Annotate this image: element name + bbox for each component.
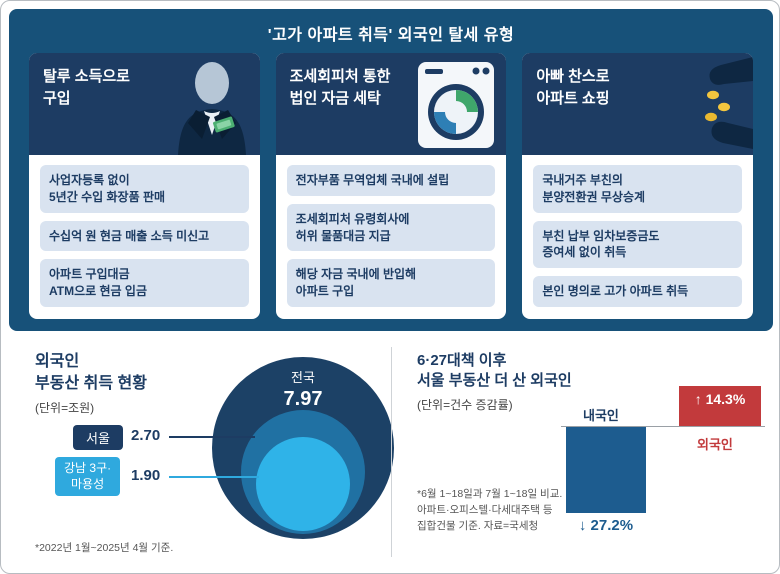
card-item: 사업자등록 없이 5년간 수입 화장품 판매: [40, 165, 249, 213]
card-item: 부친 납부 임차보증금도 증여세 없이 취득: [533, 220, 743, 269]
bubble-chart-footnote: *2022년 1월~2025년 4월 기준.: [35, 542, 174, 554]
chart-title: 6·27대책 이후 서울 부동산 더 산 외국인: [417, 352, 572, 390]
card-title: 아빠 찬스로 아파트 쇼핑: [536, 68, 610, 107]
page-title: '고가 아파트 취득' 외국인 탈세 유형: [267, 27, 515, 44]
total-value: 7.97: [283, 388, 323, 410]
gangnam-badge: 강남 3구· 마용성: [55, 457, 121, 497]
chart-title: 외국인 부동산 취득 현황: [35, 353, 147, 392]
card-item: 국내거주 부친의 분양전환권 무상승계: [533, 165, 743, 213]
card-item: 수십억 원 현금 매출 소득 미신고: [40, 220, 249, 252]
card-body: 전자부품 무역업체 국내에 설립 조세회피처 유령회사에 허위 물품대금 지급 …: [276, 155, 507, 319]
chart-unit: (단위=조원): [35, 401, 95, 415]
card-item: 아파트 구입대금 ATM으로 현금 입금: [40, 259, 249, 307]
card-body: 국내거주 부친의 분양전환권 무상승계 부친 납부 임차보증금도 증여세 없이 …: [522, 155, 753, 319]
zero-baseline: [561, 426, 765, 427]
tax-evasion-types-section: '고가 아파트 취득' 외국인 탈세 유형 탈루 소득으로 구입: [9, 9, 773, 331]
bar-chart-panel: 6·27대책 이후 서울 부동산 더 산 외국인 (단위=건수 증감률) 내국인…: [391, 339, 773, 567]
businessman-money-illustration: [177, 62, 246, 155]
domestic-bar: [566, 427, 646, 513]
card-header: 아빠 찬스로 아파트 쇼핑: [522, 53, 754, 155]
total-caption: 전국 7.97: [212, 367, 394, 411]
washing-machine-illustration: [418, 62, 495, 148]
foreign-label: 외국인: [697, 437, 733, 452]
seoul-leader-line: [169, 436, 255, 438]
chart-unit: (단위=건수 증감률): [417, 398, 513, 412]
card-money-laundering: 조세회피처 통한 법인 자금 세탁 전자부품 무역업체 국내에 설립 조: [275, 53, 507, 319]
card-item: 해당 자금 국내에 반입해 아파트 구입: [286, 259, 496, 307]
card-undeclared-income: 탈루 소득으로 구입 사업자등록 없이 5년간 수입 화장: [29, 53, 260, 319]
cards-row: 탈루 소득으로 구입 사업자등록 없이 5년간 수입 화장: [29, 53, 754, 319]
card-header: 탈루 소득으로 구입: [29, 53, 260, 155]
domestic-value: ↓ 27.2%: [578, 517, 634, 534]
total-label: 전국: [291, 370, 315, 385]
seoul-value: 2.70: [131, 427, 161, 444]
card-title: 탈루 소득으로 구입: [43, 68, 130, 107]
card-item: 본인 명의로 고가 아파트 취득: [533, 276, 743, 307]
panel-divider: [391, 347, 392, 557]
card-header: 조세회피처 통한 법인 자금 세탁: [275, 53, 507, 155]
bubble-chart-panel: 외국인 부동산 취득 현황 (단위=조원) 전국 7.97 서울 2.70 강남…: [9, 339, 394, 567]
domestic-label: 내국인: [583, 408, 619, 423]
hand-coins-illustration: [705, 57, 754, 149]
charts-section: 외국인 부동산 취득 현황 (단위=조원) 전국 7.97 서울 2.70 강남…: [9, 339, 773, 567]
gangnam-leader-line: [169, 476, 259, 478]
foreign-value: ↑ 14.3%: [694, 391, 746, 407]
foreign-bar: ↑ 14.3%: [679, 386, 761, 426]
card-body: 사업자등록 없이 5년간 수입 화장품 판매 수십억 원 현금 매출 소득 미신…: [29, 155, 260, 319]
card-dad-chance: 아빠 찬스로 아파트 쇼핑 국내거주 부친의 분양전환권 무상승계 부친 납부 …: [522, 53, 754, 319]
card-title: 조세회피처 통한 법인 자금 세탁: [289, 68, 391, 107]
seoul-badge: 서울: [73, 425, 123, 450]
circle-gangnam: [256, 437, 350, 531]
card-item: 전자부품 무역업체 국내에 설립: [286, 165, 496, 196]
gangnam-value: 1.90: [131, 467, 161, 484]
card-item: 조세회피처 유령회사에 허위 물품대금 지급: [286, 203, 496, 252]
bar-chart-footnote: *6월 1~18일과 7월 1~18일 비교. 아파트·오피스텔·다세대주택 등…: [417, 488, 563, 532]
